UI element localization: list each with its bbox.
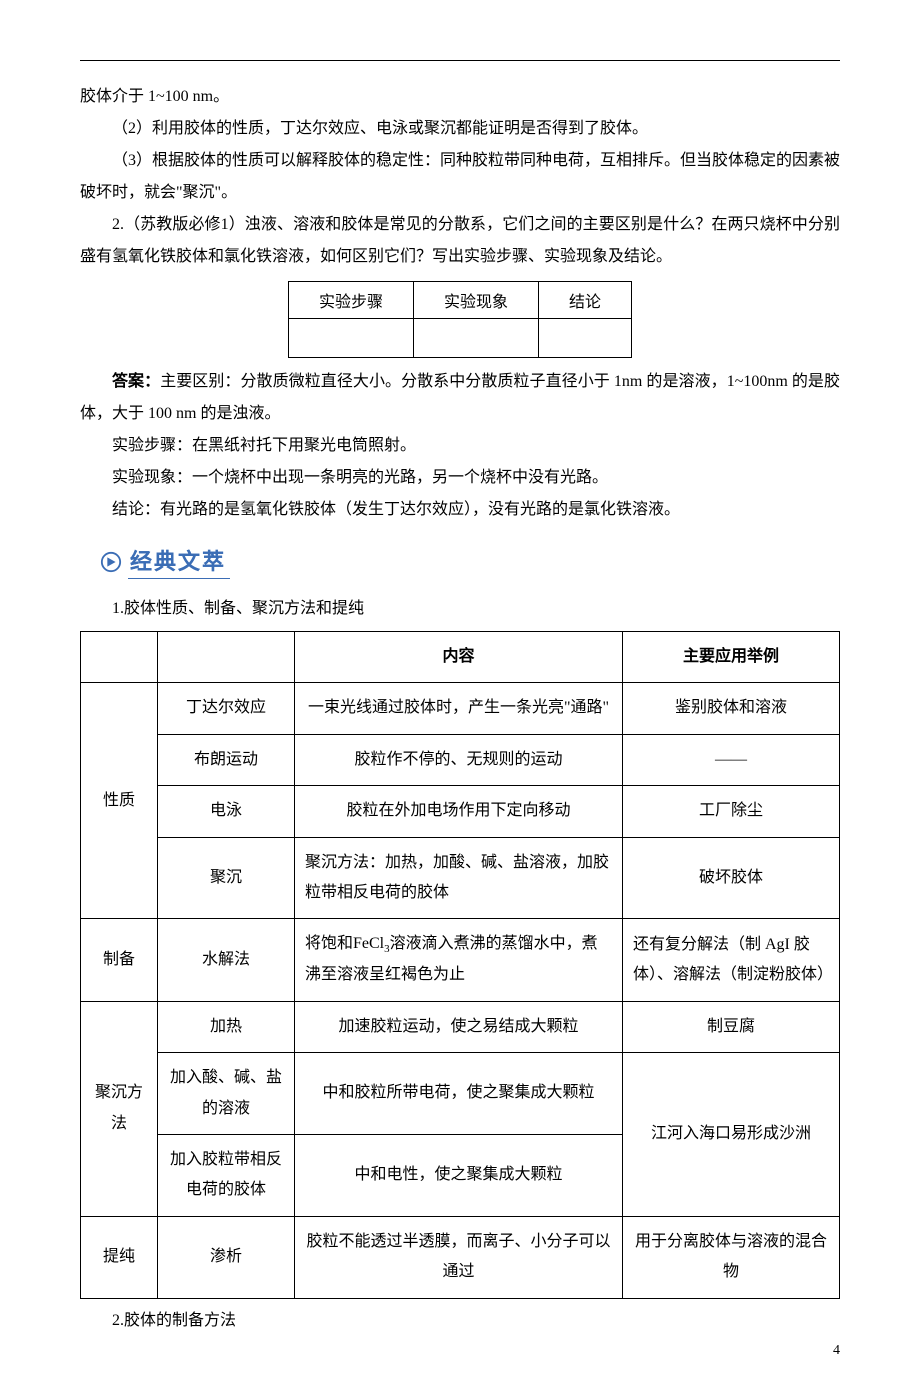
- paragraph-intro-2: （2）利用胶体的性质，丁达尔效应、电泳或聚沉都能证明是否得到了胶体。: [80, 113, 840, 145]
- row-example: 鉴别胶体和溶液: [623, 683, 840, 734]
- list-item-2: 2.胶体的制备方法: [80, 1305, 840, 1337]
- answer-4: 结论：有光路的是氢氧化铁胶体（发生丁达尔效应），没有光路的是氯化铁溶液。: [80, 494, 840, 526]
- row-content: 将饱和FeCl3溶液滴入煮沸的蒸馏水中，煮沸至溶液呈红褐色为止: [295, 919, 623, 1001]
- row-example: 制豆腐: [623, 1001, 840, 1052]
- row-content: 胶粒在外加电场作用下定向移动: [295, 786, 623, 837]
- header-content: 内容: [295, 632, 623, 683]
- row-example: 破坏胶体: [623, 837, 840, 919]
- row-example: 江河入海口易形成沙洲: [623, 1053, 840, 1217]
- table-empty-row: [288, 319, 631, 358]
- row-name: 加热: [158, 1001, 295, 1052]
- arrow-circle-icon: [100, 551, 122, 573]
- row-name: 水解法: [158, 919, 295, 1001]
- row-name: 聚沉: [158, 837, 295, 919]
- group-agg: 聚沉方法: [81, 1001, 158, 1216]
- document-page: 胶体介于 1~100 nm。 （2）利用胶体的性质，丁达尔效应、电泳或聚沉都能证…: [0, 0, 920, 1377]
- answer-2: 实验步骤：在黑纸衬托下用聚光电筒照射。: [80, 430, 840, 462]
- group-purify: 提纯: [81, 1216, 158, 1298]
- table-row: 提纯 渗析 胶粒不能透过半透膜，而离子、小分子可以通过 用于分离胶体与溶液的混合…: [81, 1216, 840, 1298]
- empty-cell: [288, 319, 413, 358]
- row-example: 还有复分解法（制 AgI 胶体）、溶解法（制淀粉胶体）: [623, 919, 840, 1001]
- section-header: 经典文萃: [100, 544, 840, 581]
- table-row: 聚沉 聚沉方法：加热，加酸、碱、盐溶液，加胶粒带相反电荷的胶体 破坏胶体: [81, 837, 840, 919]
- table-row: 性质 丁达尔效应 一束光线通过胶体时，产生一条光亮"通路" 鉴别胶体和溶液: [81, 683, 840, 734]
- group-prep: 制备: [81, 919, 158, 1001]
- table-row: 加入酸、碱、盐的溶液 中和胶粒所带电荷，使之聚集成大颗粒 江河入海口易形成沙洲: [81, 1053, 840, 1135]
- row-name: 加入酸、碱、盐的溶液: [158, 1053, 295, 1135]
- colloid-properties-table: 内容 主要应用举例 性质 丁达尔效应 一束光线通过胶体时，产生一条光亮"通路" …: [80, 631, 840, 1299]
- row-example: 工厂除尘: [623, 786, 840, 837]
- row-example: 用于分离胶体与溶液的混合物: [623, 1216, 840, 1298]
- row-content: 一束光线通过胶体时，产生一条光亮"通路": [295, 683, 623, 734]
- list-item-1: 1.胶体性质、制备、聚沉方法和提纯: [80, 593, 840, 625]
- table-header-row: 内容 主要应用举例: [81, 632, 840, 683]
- section-title: 经典文萃: [128, 544, 230, 579]
- row-content: 胶粒作不停的、无规则的运动: [295, 734, 623, 785]
- row-content: 胶粒不能透过半透膜，而离子、小分子可以通过: [295, 1216, 623, 1298]
- answer-label: 答案：: [112, 373, 160, 390]
- row-example: ——: [623, 734, 840, 785]
- table-row: 布朗运动 胶粒作不停的、无规则的运动 ——: [81, 734, 840, 785]
- paragraph-intro-3: （3）根据胶体的性质可以解释胶体的稳定性：同种胶粒带同种电荷，互相排斥。但当胶体…: [80, 145, 840, 209]
- col-conclusion: 结论: [539, 282, 632, 319]
- empty-cell: [413, 319, 538, 358]
- header-blank: [158, 632, 295, 683]
- col-phenomenon: 实验现象: [413, 282, 538, 319]
- answer-3: 实验现象：一个烧杯中出现一条明亮的光路，另一个烧杯中没有光路。: [80, 462, 840, 494]
- row-content: 中和电性，使之聚集成大颗粒: [295, 1134, 623, 1216]
- row-content: 加速胶粒运动，使之易结成大颗粒: [295, 1001, 623, 1052]
- question-2: 2.（苏教版必修1）浊液、溶液和胶体是常见的分散系，它们之间的主要区别是什么？在…: [80, 209, 840, 273]
- header-example: 主要应用举例: [623, 632, 840, 683]
- col-steps: 实验步骤: [288, 282, 413, 319]
- table-row: 聚沉方法 加热 加速胶粒运动，使之易结成大颗粒 制豆腐: [81, 1001, 840, 1052]
- answer-1: 答案：主要区别：分散质微粒直径大小。分散系中分散质粒子直径小于 1nm 的是溶液…: [80, 366, 840, 430]
- top-horizontal-rule: [80, 60, 840, 61]
- table-row: 电泳 胶粒在外加电场作用下定向移动 工厂除尘: [81, 786, 840, 837]
- group-property: 性质: [81, 683, 158, 919]
- row-name: 丁达尔效应: [158, 683, 295, 734]
- row-name: 加入胶粒带相反电荷的胶体: [158, 1134, 295, 1216]
- table-row: 制备 水解法 将饱和FeCl3溶液滴入煮沸的蒸馏水中，煮沸至溶液呈红褐色为止 还…: [81, 919, 840, 1001]
- row-name: 电泳: [158, 786, 295, 837]
- experiment-table: 实验步骤 实验现象 结论: [288, 281, 632, 358]
- paragraph-intro-1: 胶体介于 1~100 nm。: [80, 81, 840, 113]
- row-name: 渗析: [158, 1216, 295, 1298]
- row-name: 布朗运动: [158, 734, 295, 785]
- row-content: 中和胶粒所带电荷，使之聚集成大颗粒: [295, 1053, 623, 1135]
- row-content: 聚沉方法：加热，加酸、碱、盐溶液，加胶粒带相反电荷的胶体: [295, 837, 623, 919]
- answer-1-text: 主要区别：分散质微粒直径大小。分散系中分散质粒子直径小于 1nm 的是溶液，1~…: [80, 373, 840, 422]
- empty-cell: [539, 319, 632, 358]
- header-blank: [81, 632, 158, 683]
- page-number: 4: [833, 1343, 840, 1359]
- table-header-row: 实验步骤 实验现象 结论: [288, 282, 631, 319]
- hydro-pre: 将饱和FeCl: [305, 935, 384, 952]
